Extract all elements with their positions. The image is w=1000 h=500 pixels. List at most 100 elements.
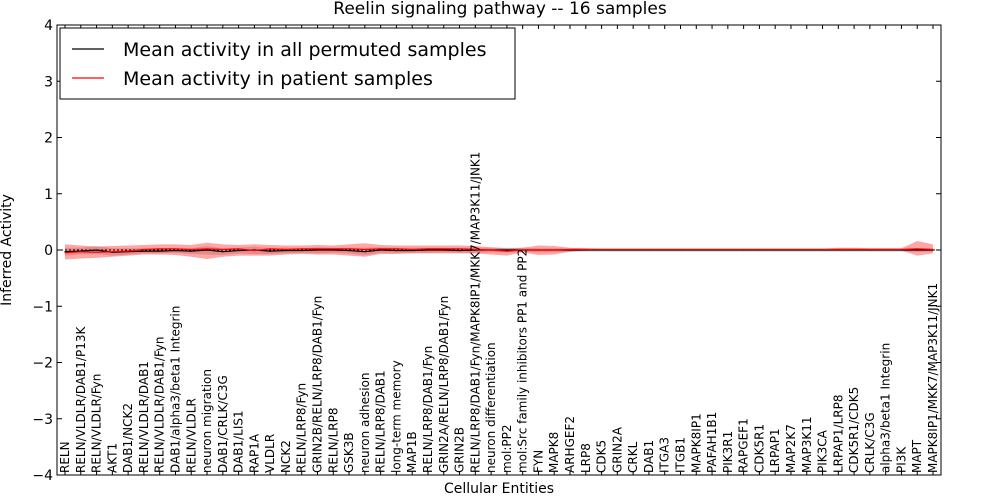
patient-point-48 (821, 248, 824, 251)
x-tick-label: PIK3CA (816, 429, 830, 473)
patient-point-43 (743, 248, 745, 251)
patient-point-25 (458, 248, 461, 250)
patient-point-21 (395, 248, 398, 250)
x-tick-label: RELN/LRP8/Fyn (295, 383, 309, 473)
permuted-point-21 (395, 249, 398, 252)
y-tick-label: −3 (32, 412, 53, 428)
x-tick-label: LRP8 (579, 443, 593, 473)
x-tick-label: RELN/LRP8/DAB1/Fyn (421, 346, 435, 473)
patient-point-54 (916, 248, 918, 250)
patient-point-40 (695, 248, 697, 251)
permuted-point-19 (364, 251, 366, 253)
x-tick-label: PAFAH1B1 (705, 412, 719, 473)
x-tick-label: AKT1 (105, 443, 119, 473)
x-tick-label: RELN (58, 441, 72, 473)
patient-point-26 (474, 248, 476, 251)
x-tick-label: MAP2K7 (784, 424, 798, 473)
patient-point-36 (632, 248, 634, 251)
patient-point-45 (774, 248, 776, 251)
patient-point-0 (64, 252, 66, 254)
permuted-point-13 (269, 250, 271, 252)
patient-point-5 (143, 248, 145, 251)
permuted-point-23 (427, 249, 429, 251)
patient-mean-line (64, 248, 934, 254)
patient-point-10 (222, 248, 224, 251)
patient-point-9 (206, 248, 208, 250)
patient-point-28 (506, 250, 508, 252)
x-tick-label: CDK5 (595, 440, 609, 473)
x-tick-label: GRIN2B (453, 427, 467, 473)
patient-point-19 (364, 248, 366, 251)
x-tick-label: NCK2 (279, 440, 293, 473)
patient-point-2 (95, 251, 98, 253)
permuted-point-18 (348, 249, 350, 252)
chart-title-group: Reelin signaling pathway -- 16 samples (333, 0, 667, 19)
x-tick-label: neuron differentiation (484, 342, 498, 473)
x-tick-label: RELN/VLDLR/DAB1/Fyn (153, 337, 167, 473)
x-tick-label: CRKL (626, 441, 640, 473)
permuted-point-16 (316, 249, 319, 251)
patient-point-38 (664, 248, 666, 251)
patient-point-31 (553, 249, 555, 251)
x-tick-label: ARHGEF2 (563, 416, 577, 473)
permuted-point-17 (332, 249, 334, 251)
x-tick-label: DAB1/alpha3/beta1 Integrin (168, 306, 182, 473)
permuted-point-8 (190, 250, 192, 252)
x-tick-label: LRPAP1/LRP8 (831, 394, 845, 473)
patient-point-1 (80, 251, 82, 253)
patient-point-32 (569, 248, 571, 251)
x-tick-label: RELN/LRP8 (326, 407, 340, 473)
patient-point-42 (727, 248, 729, 251)
patient-point-47 (806, 248, 808, 251)
patient-point-51 (869, 248, 871, 251)
x-tick-label: MAPT (910, 439, 924, 473)
patient-point-41 (711, 248, 713, 251)
x-tick-label: GRIN2A (610, 426, 624, 473)
chart-title: Reelin signaling pathway -- 16 samples (333, 0, 667, 19)
x-tick-label: CRLK/C3G (863, 412, 877, 473)
patient-point-24 (443, 248, 445, 250)
patient-point-18 (348, 248, 350, 250)
permuted-point-11 (238, 249, 240, 252)
x-tick-label: MAP1B (405, 431, 419, 473)
patient-point-30 (537, 249, 540, 251)
y-tick-label: 0 (44, 243, 53, 259)
permuted-point-20 (380, 249, 382, 251)
x-tick-label: RELN/VLDLR/DAB1 (137, 361, 151, 473)
y-axis-label: Inferred Activity (0, 194, 15, 306)
x-tick-label: CDK5R1/CDK5 (847, 387, 861, 473)
x-tick-label: DAB1/CRLK/C3G (216, 375, 230, 473)
x-tick-label: GSK3B (342, 432, 356, 473)
permuted-point-14 (285, 249, 287, 252)
patient-point-33 (585, 248, 587, 251)
permuted-point-24 (443, 249, 445, 251)
x-tick-label: RELN/VLDLR/DAB1/P13K (74, 326, 88, 473)
patient-point-3 (111, 251, 113, 253)
x-tick-label: VLDLR (263, 434, 277, 473)
patient-point-53 (900, 248, 903, 251)
x-tick-label: mol:PP2 (500, 424, 514, 473)
patient-point-11 (238, 248, 240, 250)
patient-point-12 (253, 249, 255, 252)
x-tick-label: mol:Src family inhibitors PP1 and PP2 (516, 249, 530, 473)
patient-point-44 (758, 248, 761, 251)
x-tick-label: PI3K (894, 446, 908, 473)
patient-point-16 (316, 248, 319, 250)
x-tick-label: MAPK8 (547, 432, 561, 473)
y-tick-label: 3 (44, 74, 53, 90)
patient-point-8 (190, 248, 192, 251)
legend-box (59, 27, 516, 100)
patient-point-29 (522, 249, 524, 251)
x-tick-label: RAPGEF1 (737, 418, 751, 473)
y-tick-label: −4 (32, 468, 53, 484)
patient-point-23 (427, 248, 429, 250)
patient-point-22 (411, 248, 413, 251)
x-axis-label: Cellular Entities (444, 481, 554, 497)
x-tick-label: FYN (531, 450, 545, 473)
x-tick-label: alpha3/beta1 Integrin (879, 343, 893, 473)
permuted-point-9 (206, 249, 208, 251)
x-tick-label: RELN/LRP8/DAB1 (374, 370, 388, 473)
patient-point-7 (174, 248, 177, 250)
x-tick-label: long-term memory (389, 360, 403, 473)
x-tick-label: RELN/LRP8/DAB1/Fyn/MAPK8IP1/MKK7/MAP3K11… (468, 152, 482, 473)
